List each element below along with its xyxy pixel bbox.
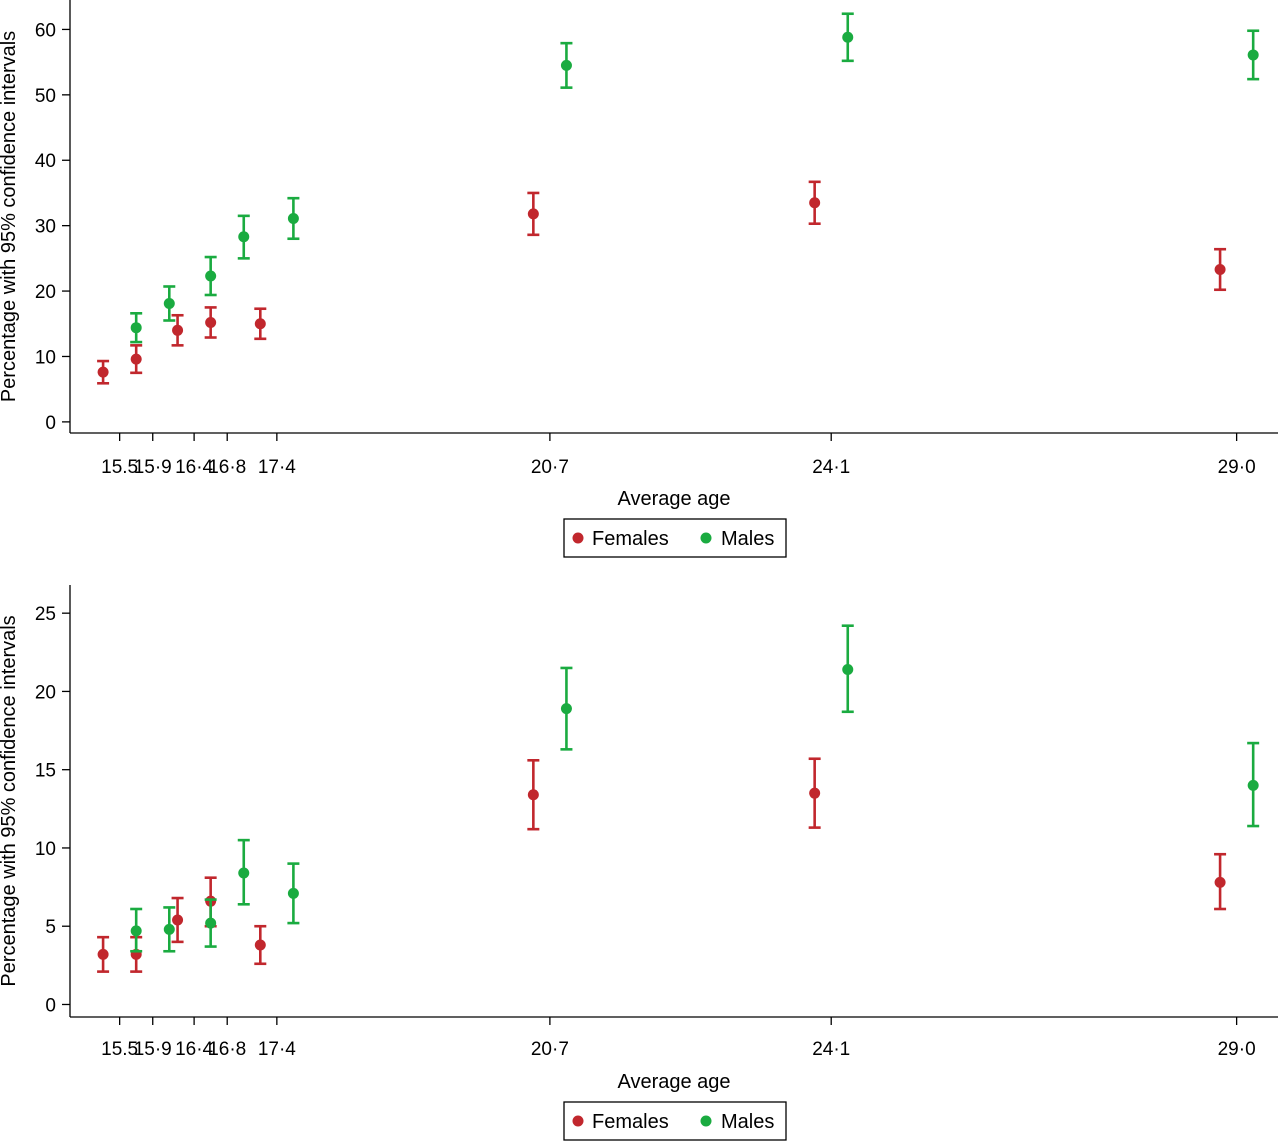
x-tick-label: 15·9: [134, 457, 172, 478]
y-axis-title: Percentage with 95% confidence intervals: [0, 615, 20, 986]
data-point: [238, 231, 250, 243]
legend-label-females: Females: [592, 1111, 669, 1133]
data-point: [254, 318, 266, 330]
chart-panel-top: 0 10 20 30 40 50 60 15.515·9 16·416·8 17·4 20·7 24·…: [0, 0, 1278, 558]
y-tick-label: 60: [35, 20, 56, 41]
data-point: [205, 270, 217, 282]
legend-marker-males: [700, 1115, 712, 1127]
chart-panel-bottom: 0 5 10 15 20 25 15.515·9 16·416·8 17·4 20·7 24·1 29…: [0, 585, 1278, 1141]
data-point: [205, 917, 217, 929]
data-point: [172, 324, 184, 336]
y-tick-label: 5: [45, 917, 56, 938]
data-point: [809, 787, 821, 799]
data-point: [560, 59, 572, 71]
series-females: [97, 757, 1227, 973]
data-point: [172, 914, 184, 926]
y-tick-label: 30: [35, 217, 56, 238]
y-tick-label: 10: [35, 839, 56, 860]
legend: Females Males: [563, 518, 787, 558]
y-tick-label: 15: [35, 761, 56, 782]
data-point: [97, 948, 109, 960]
data-point: [130, 353, 142, 365]
y-tick-label: 20: [35, 282, 56, 303]
y-tick-label: 50: [35, 86, 56, 107]
x-tick-label: 20·7: [531, 457, 569, 478]
data-point: [238, 867, 250, 879]
legend: Females Males: [563, 1101, 787, 1141]
legend-label-females: Females: [592, 528, 669, 550]
data-point: [163, 297, 175, 309]
data-point: [1214, 876, 1226, 888]
series-males: [130, 624, 1260, 953]
legend-box: [563, 518, 787, 558]
series-males: [130, 12, 1260, 344]
data-point: [130, 322, 142, 334]
data-point: [1247, 49, 1259, 61]
x-tick-label: 16·8: [208, 457, 246, 478]
legend-box: [563, 1101, 787, 1141]
x-axis-title: Average age: [617, 488, 730, 510]
y-tick-label: 10: [35, 347, 56, 368]
x-tick-label: 15.5: [101, 457, 138, 478]
data-point: [254, 939, 266, 951]
data-point: [287, 212, 299, 224]
legend-marker-females: [572, 1115, 584, 1127]
x-tick-label: 24·1: [812, 457, 850, 478]
data-point: [97, 366, 109, 378]
legend-marker-females: [572, 532, 584, 544]
data-point: [287, 887, 299, 899]
x-tick-label: 16·8: [208, 1039, 246, 1060]
legend-marker-males: [700, 532, 712, 544]
x-tick-label: 17·4: [258, 1039, 296, 1060]
x-tick-label: 24·1: [812, 1039, 850, 1060]
x-tick-label: 15.5: [101, 1039, 138, 1060]
legend-label-males: Males: [721, 528, 774, 550]
data-point: [527, 208, 539, 220]
x-tick-label: 17·4: [258, 457, 296, 478]
y-tick-label: 40: [35, 151, 56, 172]
x-tick-label: 20·7: [531, 1039, 569, 1060]
y-tick-label: 0: [45, 995, 56, 1016]
x-tick-label: 29·0: [1218, 1039, 1256, 1060]
data-point: [1214, 263, 1226, 275]
data-point: [205, 316, 217, 328]
data-point: [809, 197, 821, 209]
data-point: [527, 789, 539, 801]
x-tick-label: 16·4: [175, 457, 213, 478]
x-axis-title: Average age: [617, 1071, 730, 1093]
data-point: [130, 925, 142, 937]
x-tick-label: 15·9: [134, 1039, 172, 1060]
y-tick-label: 20: [35, 682, 56, 703]
x-tick-label: 29·0: [1218, 457, 1256, 478]
x-tick-label: 16·4: [175, 1039, 213, 1060]
series-females: [97, 180, 1227, 385]
legend-label-males: Males: [721, 1111, 774, 1133]
data-point: [842, 664, 854, 676]
data-point: [842, 31, 854, 43]
y-axis-title: Percentage with 95% confidence intervals: [0, 31, 20, 402]
data-point: [1247, 779, 1259, 791]
data-point: [163, 923, 175, 935]
y-tick-label: 25: [35, 604, 56, 625]
data-point: [560, 703, 572, 715]
y-tick-label: 0: [45, 413, 56, 434]
